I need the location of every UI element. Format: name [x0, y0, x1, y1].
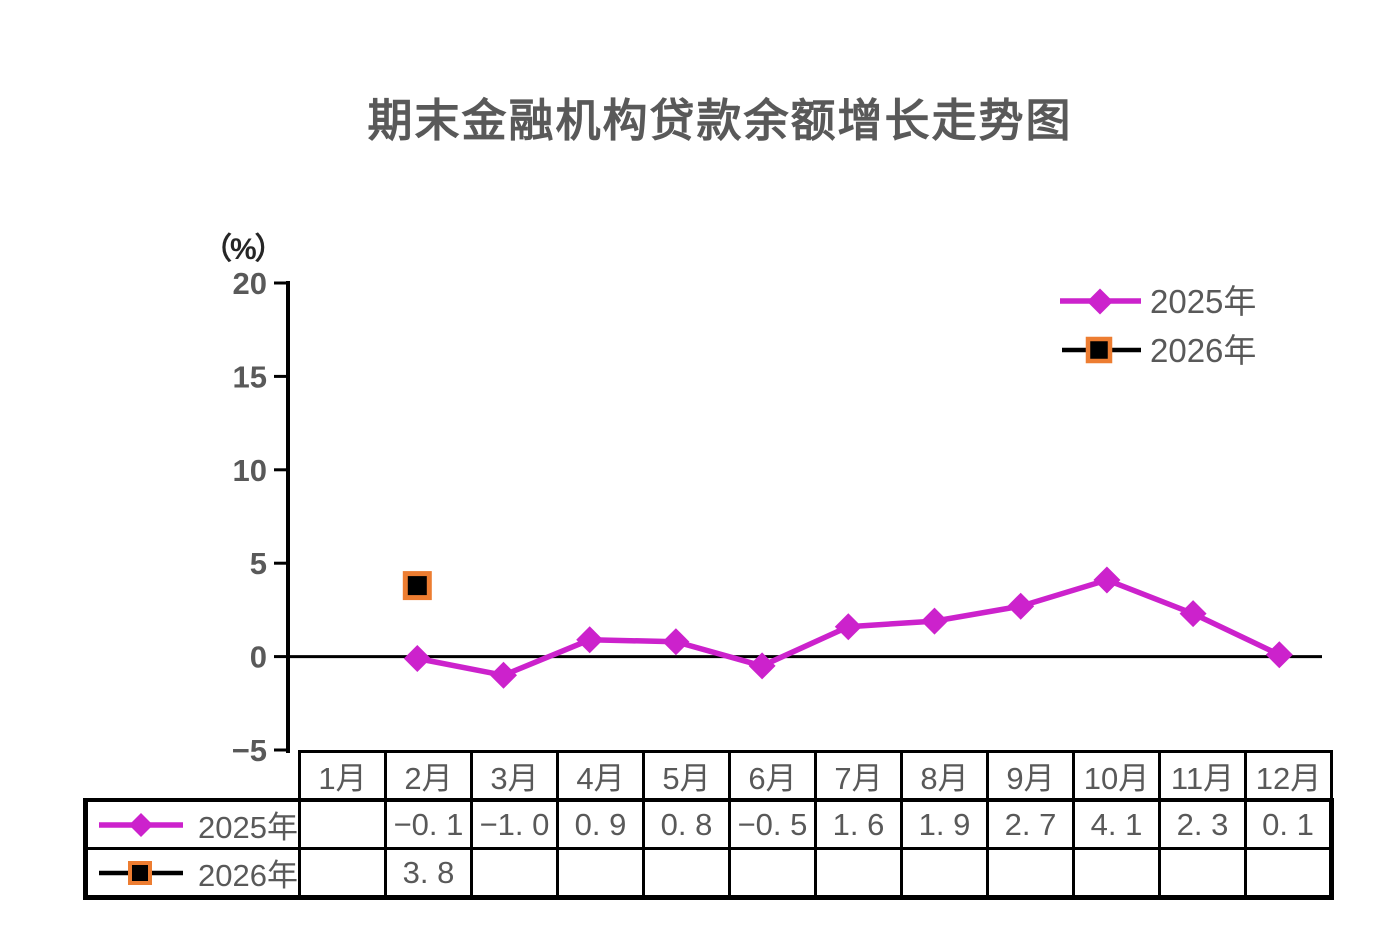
y-tick-label: 10: [233, 453, 267, 488]
value-cell: [727, 847, 817, 900]
month-header-cell: 8月: [899, 750, 989, 802]
value-cell: 3. 8: [383, 847, 473, 900]
series-2025-point: [403, 645, 431, 672]
value-cell: [813, 847, 903, 900]
value-cell: [641, 847, 731, 900]
series-2025-point: [1007, 592, 1035, 620]
month-header-cell: 6月: [727, 750, 817, 802]
y-tick-label: 0: [250, 640, 267, 675]
value-cell: −0. 5: [727, 798, 817, 850]
value-cell: −1. 0: [469, 798, 559, 850]
value-cell: [555, 847, 645, 900]
series-2025-point: [834, 613, 862, 641]
value-cell: [469, 847, 559, 900]
month-header-cell: 1月: [297, 750, 387, 802]
month-header-cell: 2月: [383, 750, 473, 802]
month-header-cell: 3月: [469, 750, 559, 802]
legend-2025-marker: [1087, 288, 1113, 315]
month-header-cell: 10月: [1071, 750, 1161, 802]
y-axis-unit-label: （%）: [202, 233, 285, 266]
series-2025-point: [490, 661, 517, 689]
value-cell: [297, 847, 387, 900]
series-2025-point: [748, 652, 776, 680]
series-2025-row-label: 2025年: [198, 810, 298, 845]
series-2026-line-icon: [99, 860, 183, 885]
legend-2026-marker: [1085, 336, 1113, 364]
series-2026-point: [402, 571, 432, 601]
series-2025-point: [576, 626, 604, 654]
month-header-cell: 7月: [813, 750, 903, 802]
value-cell: [1157, 847, 1247, 900]
series-2025-point: [662, 628, 690, 656]
series-2025-row: 2025年 −0. 1 −1. 0 0. 9 0. 8 −0. 5 1. 6 1. 9 2. …: [83, 798, 1334, 850]
value-cell: 1. 9: [899, 798, 989, 850]
chart-title: 期末金融机构贷款余额增长走势图: [367, 95, 1073, 146]
value-cell: 4. 1: [1071, 798, 1161, 850]
value-cell: 0. 8: [641, 798, 731, 850]
value-cell: 0. 9: [555, 798, 645, 850]
value-cell: 2. 3: [1157, 798, 1247, 850]
month-header-cell: 12月: [1243, 750, 1333, 802]
value-cell: 0. 1: [1243, 798, 1334, 850]
legend-2026-label: 2026年: [1150, 332, 1256, 369]
y-tick-label: 20: [233, 266, 267, 301]
month-header-cell: 11月: [1157, 750, 1247, 802]
value-cell: [985, 847, 1075, 900]
y-tick-label: 15: [233, 359, 267, 394]
month-header-cell: 5月: [641, 750, 731, 802]
series-2025-point: [1093, 566, 1121, 594]
series-2025-line-icon: [99, 812, 183, 837]
value-cell: [899, 847, 989, 900]
data-table: 1月 2月 3月 4月 5月 6月 7月 8月 9月 10月 11月 12月 2025年 −0. 1−…: [83, 750, 1334, 900]
value-cell: −0. 1: [383, 798, 473, 850]
month-header-cell: 4月: [555, 750, 645, 802]
month-header-cell: 9月: [985, 750, 1075, 802]
series-2025-point: [1179, 600, 1207, 628]
value-cell: [1071, 847, 1161, 900]
series-2026-row: 2026年 3. 8: [83, 847, 1334, 900]
series-2026-legend-cell: 2026年: [83, 847, 301, 900]
value-cell: 2. 7: [985, 798, 1075, 850]
series-2025-point: [1265, 641, 1293, 669]
value-cell: 1. 6: [813, 798, 903, 850]
y-tick-label: −5: [232, 733, 267, 768]
series-2025-legend-cell: 2025年: [83, 798, 301, 850]
y-tick-label: 5: [250, 546, 267, 581]
series-2026-row-label: 2026年: [198, 858, 298, 893]
value-cell: [1243, 847, 1334, 900]
legend-2025-label: 2025年: [1150, 283, 1256, 320]
month-header-row: 1月 2月 3月 4月 5月 6月 7月 8月 9月 10月 11月 12月: [86, 750, 1333, 802]
series-2025-point: [921, 607, 948, 635]
table-corner-blank: [86, 752, 300, 801]
value-cell: [297, 798, 387, 850]
